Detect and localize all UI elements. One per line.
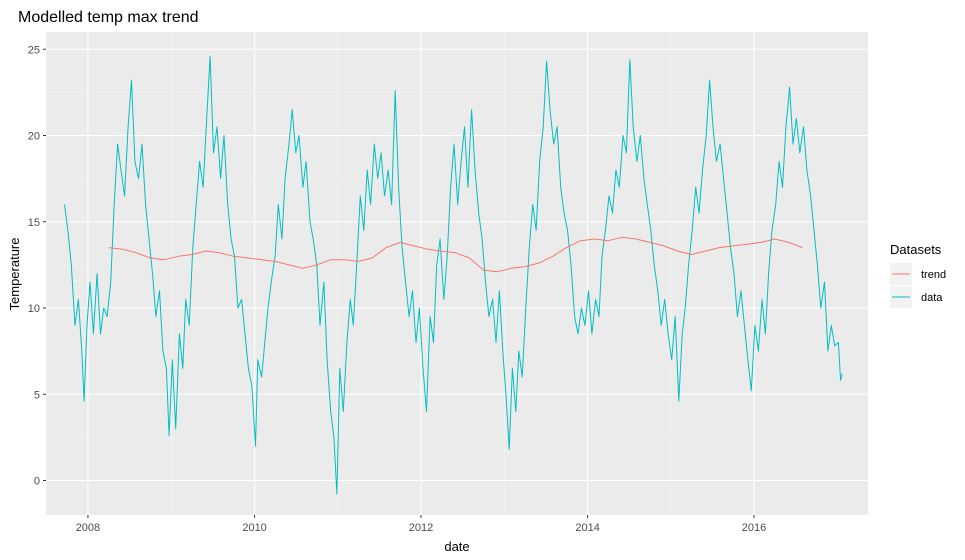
legend-label-data: data [921, 292, 943, 304]
y-tick-label: 10 [28, 303, 40, 315]
y-tick-label: 5 [34, 389, 40, 401]
grid-lines [46, 32, 868, 515]
x-axis: 2008 2010 2012 2014 2016 [76, 515, 766, 534]
y-tick-label: 20 [28, 131, 40, 143]
x-tick-label: 2010 [242, 522, 266, 534]
series-layer [64, 55, 843, 495]
plot-panel [46, 32, 868, 515]
x-tick-label: 2008 [76, 522, 100, 534]
y-tick-label: 25 [28, 44, 40, 56]
y-axis: 0 5 10 15 20 25 [28, 44, 46, 488]
series-line-data [64, 55, 843, 495]
legend-title: Datasets [890, 242, 942, 257]
legend-label-trend: trend [921, 269, 946, 281]
legend-items: trend data [890, 263, 946, 308]
chart-title: Modelled temp max trend [18, 9, 199, 26]
x-tick-label: 2014 [575, 522, 599, 534]
x-tick-label: 2012 [409, 522, 433, 534]
series-line-trend [108, 236, 803, 273]
y-tick-label: 15 [28, 217, 40, 229]
x-tick-label: 2016 [742, 522, 766, 534]
y-tick-label: 0 [34, 476, 40, 488]
legend: Datasets trend data [890, 242, 946, 308]
y-axis-title: Temperature [7, 238, 22, 311]
x-axis-title: date [444, 539, 469, 554]
